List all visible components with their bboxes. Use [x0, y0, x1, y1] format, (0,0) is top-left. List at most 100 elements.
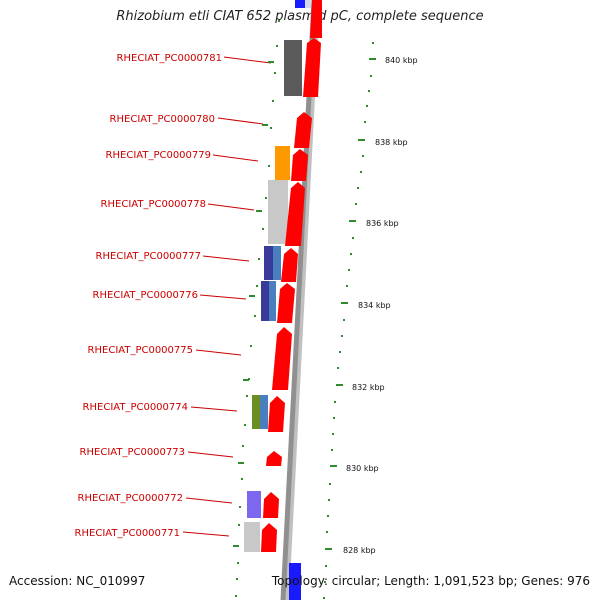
cog-box-774a	[252, 395, 260, 429]
inner-dot	[244, 424, 246, 426]
inner-dot	[258, 258, 260, 260]
inner-dot	[237, 562, 239, 564]
cog-box-777b	[273, 246, 281, 280]
scale-label: 840 kbp	[385, 56, 418, 65]
scale-label: 834 kbp	[358, 301, 391, 310]
cds-arrows	[261, 38, 321, 552]
scale-tick-836	[349, 220, 356, 222]
cds-arrow-781	[303, 38, 321, 97]
scale-dot	[332, 433, 334, 435]
gene-label-778: RHECIAT_PC0000778	[101, 199, 206, 210]
top-blue-feature	[295, 0, 305, 8]
leader-772	[185, 497, 233, 504]
inner-dot	[238, 524, 240, 526]
scale-ruler	[323, 42, 376, 599]
cds-arrow-771	[261, 523, 277, 552]
top-light-feature	[305, 0, 311, 8]
inner-dot	[265, 197, 267, 199]
inner-dot	[272, 100, 274, 102]
cog-features	[244, 40, 302, 552]
inner-dash	[262, 124, 268, 126]
inner-dot	[239, 506, 241, 508]
leader-780	[217, 117, 264, 125]
scale-dot	[329, 483, 331, 485]
map-title: Rhizobium etli CIAT 652 plasmid pC, comp…	[116, 9, 484, 24]
gene-label-777: RHECIAT_PC0000777	[96, 251, 201, 262]
cds-arrow-779	[291, 149, 308, 181]
gene-label-773: RHECIAT_PC0000773	[80, 447, 185, 458]
inner-dot	[268, 165, 270, 167]
scale-tick-828	[325, 548, 332, 550]
inner-dot	[250, 345, 252, 347]
leader-779	[212, 154, 259, 162]
scale-dot	[366, 105, 368, 107]
cog-box-778	[268, 180, 288, 244]
cog-box-776a	[261, 281, 269, 321]
inner-dot	[262, 228, 264, 230]
inner-dot	[235, 595, 237, 597]
cds-arrow-772	[263, 492, 279, 518]
cds-arrow-776	[277, 283, 295, 323]
scale-dot	[352, 237, 354, 239]
leader-778	[207, 203, 255, 211]
inner-dash	[243, 379, 249, 381]
scale-label: 832 kbp	[352, 383, 385, 392]
leader-777	[202, 255, 250, 262]
inner-dash	[249, 295, 255, 297]
scale-tick-834	[341, 302, 348, 304]
inner-dot	[236, 578, 238, 580]
inner-dot	[246, 395, 248, 397]
leader-776	[199, 294, 247, 300]
scale-dot	[328, 499, 330, 501]
scale-dot	[337, 367, 339, 369]
inner-dot	[241, 478, 243, 480]
inner-dash	[233, 545, 239, 547]
cds-arrow-775	[272, 327, 292, 390]
cds-arrow-774	[268, 396, 285, 432]
scale-dot	[341, 335, 343, 337]
cog-box-779	[275, 146, 290, 180]
scale-dot	[325, 565, 327, 567]
scale-dot	[372, 42, 374, 44]
inner-dot	[276, 45, 278, 47]
cog-box-774b	[260, 395, 268, 429]
gene-label-776: RHECIAT_PC0000776	[93, 290, 198, 301]
leader-775	[195, 349, 242, 356]
scale-tick-830	[330, 465, 337, 467]
scale-dot	[357, 187, 359, 189]
cog-box-771	[244, 522, 260, 552]
cds-arrow-780	[294, 112, 312, 148]
inner-dot	[270, 127, 272, 129]
scale-dot	[362, 155, 364, 157]
inner-dash	[256, 210, 262, 212]
inner-dot	[278, 20, 280, 22]
scale-dot	[334, 401, 336, 403]
top-red-feature	[310, 0, 322, 38]
accession-label: Accession: NC_010997	[9, 574, 146, 588]
inner-dash	[238, 462, 244, 464]
cds-arrow-777	[281, 248, 298, 282]
cog-box-776b	[269, 281, 276, 321]
scale-dot	[333, 417, 335, 419]
leader-771	[182, 531, 230, 537]
cog-box-772	[247, 491, 261, 518]
gene-label-772: RHECIAT_PC0000772	[78, 493, 183, 504]
cds-arrow-778	[285, 182, 305, 246]
scale-labels: 840 kbp 838 kbp 836 kbp 834 kbp 832 kbp …	[343, 56, 418, 555]
gene-label-779: RHECIAT_PC0000779	[106, 150, 211, 161]
leader-781	[223, 56, 272, 64]
scale-dot	[327, 515, 329, 517]
gene-label-781: RHECIAT_PC0000781	[117, 53, 222, 64]
scale-label: 828 kbp	[343, 546, 376, 555]
gene-label-774: RHECIAT_PC0000774	[83, 402, 188, 413]
gene-label-775: RHECIAT_PC0000775	[88, 345, 193, 356]
inner-dot	[254, 315, 256, 317]
scale-tick-832	[336, 384, 343, 386]
scale-dot	[368, 90, 370, 92]
inner-dot	[242, 445, 244, 447]
scale-dot	[360, 171, 362, 173]
gene-label-771: RHECIAT_PC0000771	[75, 528, 180, 539]
scale-label: 836 kbp	[366, 219, 399, 228]
